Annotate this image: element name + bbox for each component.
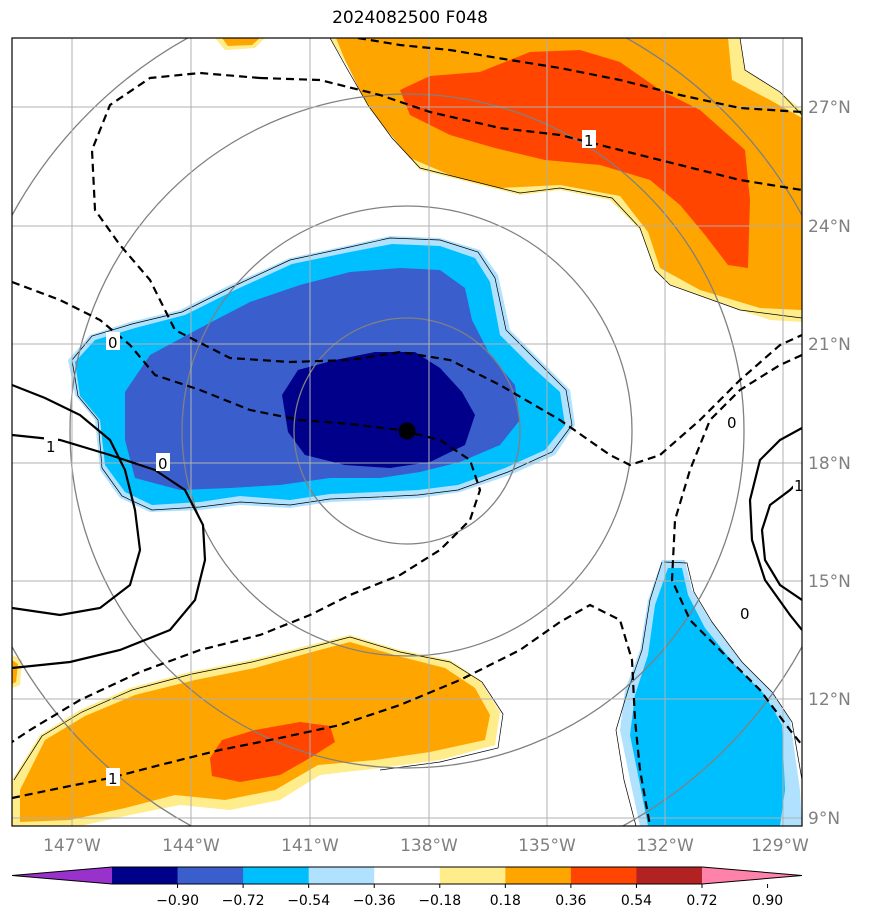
colorbar-tick-label: 0.36: [555, 893, 586, 909]
contour-label: 1: [584, 132, 594, 150]
colorbar-swatch: [505, 867, 572, 884]
colorbar-swatch: [374, 867, 441, 884]
lat-label: 21°N: [808, 335, 851, 355]
solid-contours: [12, 383, 802, 670]
contour-label: 1: [46, 438, 56, 456]
storm-center-marker: [398, 422, 416, 440]
range-circles: [12, 38, 802, 826]
contour-label: 0: [727, 414, 737, 432]
map-panel: [12, 38, 802, 826]
longitude-labels: 147°W 144°W 141°W 138°W 135°W 132°W 129°…: [43, 836, 809, 856]
colorbar-tick-label: −0.18: [418, 893, 461, 909]
colorbar-tick-label: 0.54: [621, 893, 652, 909]
colorbar-swatch: [636, 867, 703, 884]
colorbar-swatch: [177, 867, 244, 884]
lat-label: 12°N: [808, 690, 851, 710]
contour-label: 0: [740, 605, 750, 623]
lon-label: 141°W: [281, 836, 339, 856]
lon-label: 144°W: [162, 836, 220, 856]
lat-label: 27°N: [808, 98, 851, 118]
lon-label: 147°W: [43, 836, 101, 856]
contour-labels: 0 1 0 1 0 1 0 1: [44, 130, 804, 788]
colorbar-tick-label: −0.90: [156, 893, 199, 909]
colorbar-tick-label: 0.90: [752, 893, 783, 909]
colorbar-extend-low: [12, 867, 112, 884]
map-frame: [11, 37, 803, 827]
colorbar-swatch: [570, 867, 637, 884]
colorbar-tick-label: −0.36: [353, 893, 396, 909]
colorbar-outline: [11, 866, 803, 885]
colorbar-swatch: [439, 867, 506, 884]
lon-label: 138°W: [400, 836, 458, 856]
graticule: [12, 38, 802, 826]
lon-label: 129°W: [751, 836, 809, 856]
lat-label: 24°N: [808, 217, 851, 237]
colorbar-swatch: [243, 867, 310, 884]
colorbar-swatch: [112, 867, 179, 884]
colorbar-tick-label: −0.54: [287, 893, 330, 909]
colorbar-tick-label: −0.72: [222, 893, 265, 909]
contour-label: 0: [108, 334, 118, 352]
contour-label: 1: [108, 770, 118, 788]
lon-label: 132°W: [636, 836, 694, 856]
lat-label: 9°N: [808, 809, 840, 829]
colorbar: −0.90 −0.72 −0.54 −0.36 −0.18 0.18 0.36 0.54 0.7…: [11, 866, 803, 909]
contour-label: 1: [794, 477, 804, 495]
chart-title: 2024082500 F048: [332, 8, 488, 28]
dashed-contours: [12, 38, 802, 826]
lat-label: 18°N: [808, 454, 851, 474]
anomaly-outlines: [13, 38, 802, 826]
colorbar-extend-high: [702, 867, 802, 884]
lon-label: 135°W: [518, 836, 576, 856]
colorbar-tick-label: 0.72: [686, 893, 717, 909]
colorbar-tick-label: 0.18: [490, 893, 521, 909]
latitude-labels: 9°N 12°N 15°N 18°N 21°N 24°N 27°N: [808, 98, 851, 829]
contour-label: 0: [158, 455, 168, 473]
colorbar-swatch: [308, 867, 375, 884]
lat-label: 15°N: [808, 572, 851, 592]
